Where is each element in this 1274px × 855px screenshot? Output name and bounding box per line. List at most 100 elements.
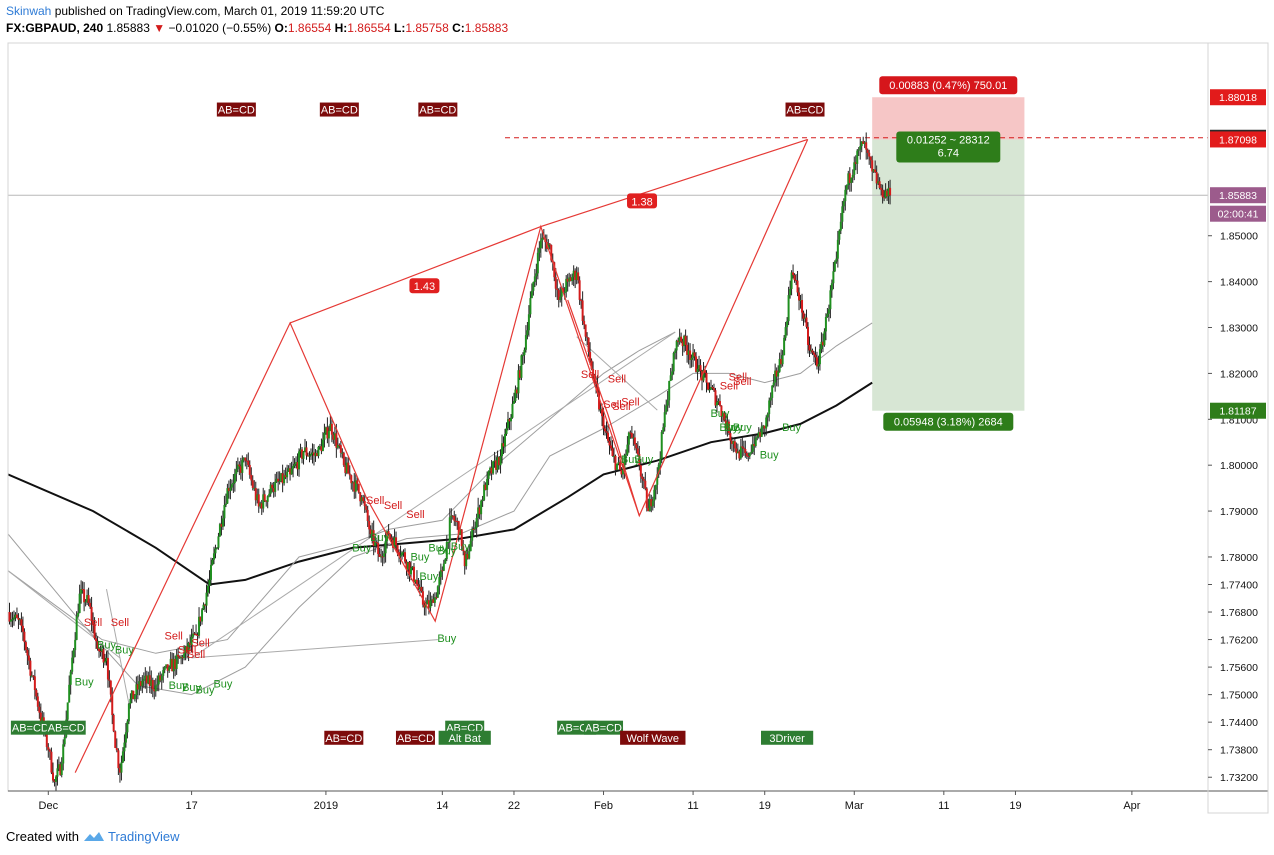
high-value: 1.86554 [347, 21, 391, 35]
candle-up [18, 619, 21, 621]
candle-down [821, 341, 824, 346]
candle-down [681, 341, 684, 347]
candle-up [72, 650, 75, 658]
candle-down [177, 654, 180, 657]
candle-down [601, 409, 604, 417]
buy-signal: Buy [724, 422, 743, 434]
candle-up [559, 296, 562, 300]
candle-down [639, 465, 642, 477]
candle-down [889, 187, 892, 196]
author-name[interactable]: Skinwah [6, 4, 52, 18]
candle-up [129, 698, 132, 704]
pattern-label: AB=CD [419, 105, 456, 117]
candle-down [724, 420, 727, 430]
candle-up [414, 579, 417, 583]
candle-down [111, 694, 114, 716]
price-tag-bg [1210, 187, 1266, 204]
candle-down [741, 446, 744, 448]
candle-up [286, 471, 289, 478]
candle-up [278, 481, 281, 483]
pattern-label-bg [418, 102, 458, 117]
candle-up [665, 405, 668, 413]
candle-down [498, 457, 501, 466]
candle-down [596, 384, 599, 393]
candle-down [780, 358, 783, 365]
candle-up [799, 299, 802, 301]
candle-up [669, 375, 672, 382]
pattern-label-bg [785, 102, 825, 117]
candle-up [538, 248, 541, 253]
candle-down [420, 586, 423, 592]
candle-up [130, 690, 133, 699]
candle-up [80, 589, 83, 594]
close-label: C: [452, 21, 465, 35]
candle-up [371, 530, 374, 535]
candle-up [509, 417, 512, 422]
candle-down [542, 237, 545, 239]
x-tick-label: 11 [938, 800, 949, 812]
created-with-text: Created with [6, 829, 79, 844]
candle-down [466, 554, 469, 559]
candle-down [712, 388, 715, 391]
pattern-ratio-badge [409, 278, 440, 294]
candle-up [572, 270, 575, 278]
candle-up [762, 425, 765, 427]
candle-down [350, 475, 353, 484]
tradingview-brand[interactable]: TradingView [108, 829, 180, 844]
candle-down [117, 750, 120, 769]
sell-signal: Sell [164, 631, 182, 643]
candle-up [56, 768, 59, 777]
candle-up [121, 751, 124, 763]
sell-signal: Sell [733, 376, 751, 388]
buy-signal: Buy [352, 542, 371, 554]
price-tag-bg [1210, 89, 1266, 106]
candle-up [623, 455, 626, 470]
candle-down [595, 382, 598, 385]
candle-up [55, 776, 57, 782]
candle-down [348, 473, 351, 476]
y-tick-label: 1.75000 [1220, 690, 1258, 702]
y-tick-label: 1.76200 [1220, 635, 1258, 647]
candle-down [26, 649, 29, 656]
price-tag-bg [1210, 205, 1266, 222]
candle-down [189, 642, 192, 646]
candle-down [108, 679, 111, 681]
candle-up [41, 717, 44, 721]
candle-down [490, 467, 493, 474]
x-tick-label: Feb [594, 800, 613, 812]
candle-down [227, 488, 230, 492]
candle-up [536, 252, 539, 274]
low-value: 1.85758 [405, 21, 449, 35]
candle-down [798, 292, 801, 301]
candle-up [304, 447, 307, 452]
candle-down [412, 566, 415, 583]
candle-up [565, 278, 568, 293]
candle-up [354, 480, 357, 492]
buy-signal: Buy [419, 571, 438, 583]
candle-up [656, 474, 659, 485]
candle-up [512, 400, 515, 404]
pattern-label-bg [319, 102, 359, 117]
x-tick-label: Mar [845, 800, 864, 812]
candle-up [424, 604, 427, 608]
candle-up [75, 616, 78, 640]
candle-down [145, 675, 148, 684]
candle-up [772, 382, 775, 386]
candle-down [583, 320, 586, 325]
candle-down [307, 455, 309, 457]
y-tick-label: 1.74400 [1220, 717, 1258, 729]
candle-up [768, 400, 771, 415]
price-tag: 1.85883 [1219, 190, 1257, 202]
candle-down [745, 452, 748, 457]
candle-up [790, 272, 793, 289]
candle-down [805, 317, 808, 327]
candle-down [574, 270, 577, 280]
candle-down [759, 432, 762, 437]
candle-up [141, 680, 144, 686]
candle-down [729, 433, 732, 441]
candle-down [405, 561, 408, 570]
candle-up [77, 612, 80, 617]
candle-up [383, 553, 386, 557]
candle-up [739, 446, 742, 459]
